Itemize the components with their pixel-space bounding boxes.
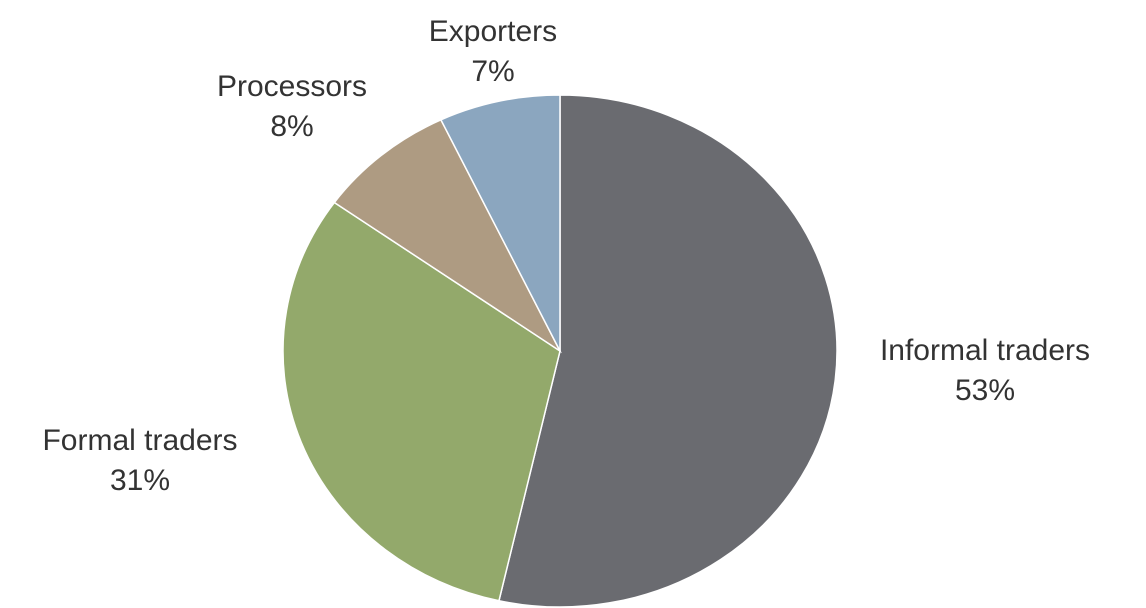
value-label: 31% (110, 464, 170, 497)
slice-label: Informal traders (880, 334, 1090, 367)
slice-label: Exporters (429, 15, 557, 48)
pie-slice (333, 118, 562, 354)
value-label: 53% (955, 374, 1015, 407)
value-label: 8% (270, 110, 313, 143)
value-label: 7% (471, 55, 514, 88)
slice-label: Processors (217, 70, 367, 103)
pie-slice (439, 94, 561, 352)
slice-label: Formal traders (42, 424, 237, 457)
pie-slice (498, 94, 838, 608)
pie-slice (282, 201, 561, 602)
